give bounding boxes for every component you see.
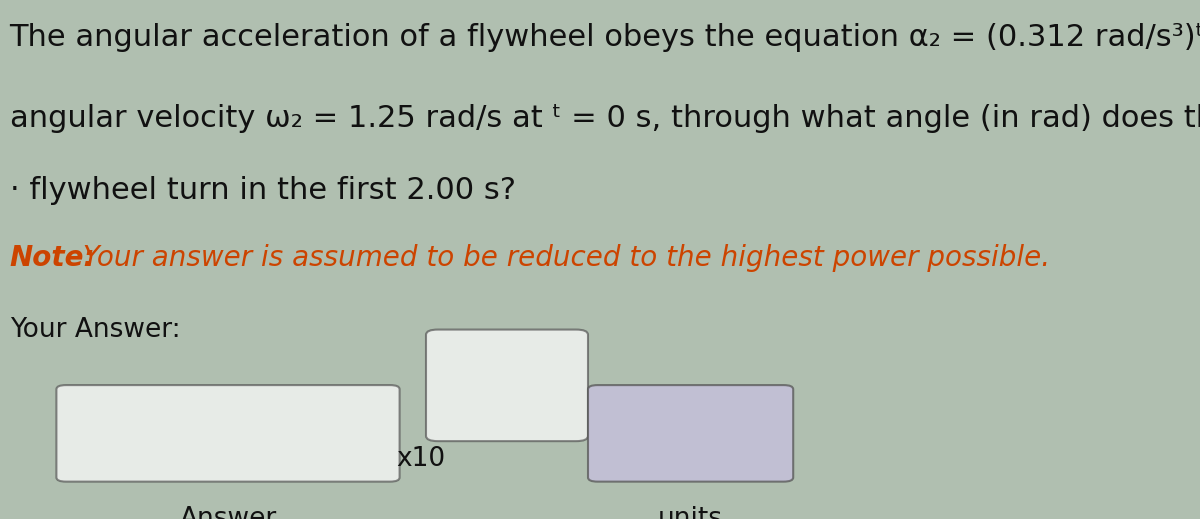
Text: Answer: Answer: [179, 506, 277, 519]
Text: The angular acceleration of a flywheel obeys the equation α₂ = (0.312 rad/s³)ᵗ. : The angular acceleration of a flywheel o…: [10, 23, 1200, 52]
Text: Your answer is assumed to be reduced to the highest power possible.: Your answer is assumed to be reduced to …: [74, 244, 1050, 272]
Text: · flywheel turn in the first 2.00 s?: · flywheel turn in the first 2.00 s?: [10, 176, 516, 206]
Text: Your Answer:: Your Answer:: [10, 317, 180, 343]
Text: angular velocity ω₂ = 1.25 rad/s at ᵗ = 0 s, through what angle (in rad) does th: angular velocity ω₂ = 1.25 rad/s at ᵗ = …: [10, 104, 1200, 133]
FancyBboxPatch shape: [426, 330, 588, 441]
Text: Note:: Note:: [10, 244, 95, 272]
Text: x10: x10: [396, 446, 445, 472]
FancyBboxPatch shape: [56, 385, 400, 482]
FancyBboxPatch shape: [588, 385, 793, 482]
Text: units: units: [658, 506, 724, 519]
